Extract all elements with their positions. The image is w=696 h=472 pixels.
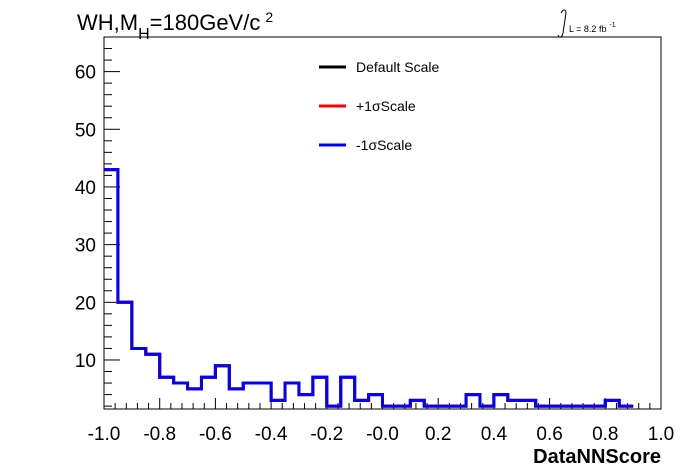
legend-label: -1σScale	[356, 137, 412, 153]
integral-sign-icon	[557, 9, 567, 38]
histogram-series-0	[104, 168, 634, 408]
y-tick-label: 10	[75, 351, 96, 372]
y-tick-label: 30	[75, 236, 96, 257]
x-tick-label: -0.8	[143, 424, 176, 445]
legend: Default Scale +1σScale -1σScale	[319, 59, 439, 153]
histogram-series-1	[104, 168, 634, 408]
legend-label: Default Scale	[356, 59, 439, 75]
y-tick-label: 50	[75, 120, 96, 141]
x-tick-label: -0.0	[366, 424, 399, 445]
luminosity-label: L = 8.2 fb -1	[557, 9, 616, 38]
x-tick-label: -0.2	[310, 424, 343, 445]
histogram-series-2	[104, 168, 634, 408]
series-layer	[104, 168, 634, 408]
y-tick-label: 40	[75, 178, 96, 199]
x-axis: -1.0 -0.8 -0.6 -0.4 -0.2 -0.0 0.2 0.4 0.6 0.8 1.0	[88, 398, 674, 445]
x-tick-label: 0.6	[536, 424, 562, 445]
x-tick-label: 0.8	[592, 424, 618, 445]
y-tick-label: 60	[75, 63, 96, 84]
y-axis: 10 20 30 40 50 60	[75, 36, 120, 407]
y-tick-label: 20	[75, 293, 96, 314]
x-tick-label: -1.0	[88, 424, 121, 445]
x-tick-label: -0.6	[199, 424, 232, 445]
x-axis-label: DataNNScore	[533, 446, 661, 468]
chart-title: WH,MH=180GeV/c 2	[77, 9, 273, 43]
x-tick-label: -0.4	[255, 424, 288, 445]
legend-label: +1σScale	[356, 98, 416, 114]
x-tick-label: 1.0	[648, 424, 674, 445]
x-tick-label: 0.4	[481, 424, 508, 445]
plot-frame	[103, 36, 662, 410]
svg-text:L = 8.2 fb-1: L = 8.2 fb -1	[569, 22, 616, 34]
x-tick-label: 0.2	[425, 424, 451, 445]
